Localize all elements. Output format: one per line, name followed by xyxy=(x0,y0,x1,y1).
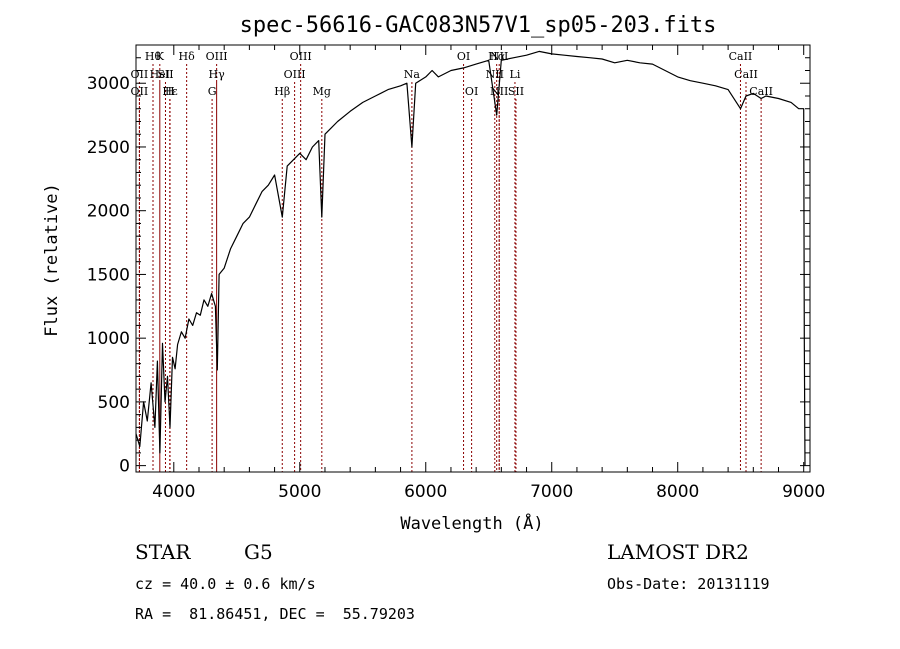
y-axis-label: Flux (relative) xyxy=(42,183,62,337)
marker-label: NII xyxy=(490,50,508,63)
marker-label: CaII xyxy=(749,85,773,98)
x-axis: 4000 5000 6000 7000 8000 9000 xyxy=(152,45,825,502)
x-tick-label: 7000 xyxy=(530,482,573,502)
marker-label: OI xyxy=(465,85,478,98)
marker-label: CaII xyxy=(734,68,758,81)
marker-label: Mg xyxy=(313,85,331,98)
x-axis-label: Wavelength (Å) xyxy=(400,512,543,534)
marker-label: Li xyxy=(510,68,521,81)
x-tick-label: 8000 xyxy=(656,482,699,502)
marker-label: SII xyxy=(157,68,173,81)
x-tick-label: 4000 xyxy=(152,482,195,502)
x-tick-label: 6000 xyxy=(404,482,447,502)
y-tick-label: 500 xyxy=(98,393,130,413)
y-tick-label: 1000 xyxy=(87,329,130,349)
object-class: STAR xyxy=(135,540,191,564)
y-tick-label: 1500 xyxy=(87,265,130,285)
marker-label: SII xyxy=(508,85,524,98)
marker-label: Hε xyxy=(162,85,178,98)
y-tick-label: 2000 xyxy=(87,202,130,222)
spectrum-series xyxy=(135,50,806,466)
y-tick-label: 2500 xyxy=(87,138,130,158)
spectrum-line xyxy=(135,50,806,466)
marker-label: Hγ xyxy=(209,68,226,81)
marker-label: K xyxy=(156,50,165,63)
x-tick-label: 9000 xyxy=(782,482,825,502)
spectral-subclass: G5 xyxy=(244,540,273,564)
marker-label: HeI xyxy=(150,68,170,81)
y-axis: 0 500 1000 1500 2000 2500 3000 xyxy=(87,57,810,477)
chart-title: spec-56616-GAC083N57V1_sp05-203.fits xyxy=(240,13,717,38)
marker-label: OIII xyxy=(290,50,312,63)
sky-coordinates: RA = 81.86451, DEC = 55.79203 xyxy=(135,605,415,623)
marker-label: NII xyxy=(486,68,504,81)
x-tick-label: 5000 xyxy=(278,482,321,502)
marker-label: OII xyxy=(131,85,149,98)
plot-frame xyxy=(135,44,811,473)
marker-label: OII xyxy=(131,68,149,81)
marker-label: CaII xyxy=(729,50,753,63)
y-tick-label: 3000 xyxy=(87,74,130,94)
marker-label: H xyxy=(165,85,175,98)
survey-name: LAMOST DR2 xyxy=(607,540,749,564)
marker-label: G xyxy=(208,85,217,98)
marker-label: Na xyxy=(404,68,421,81)
marker-label: OIII xyxy=(284,68,306,81)
marker-label: OIII xyxy=(206,50,228,63)
redshift-velocity: cz = 40.0 ± 0.6 km/s xyxy=(135,575,316,593)
marker-label: Hδ xyxy=(179,50,196,63)
y-tick-label: 0 xyxy=(119,457,130,477)
marker-label: Hθ xyxy=(145,50,162,63)
marker-label: OI xyxy=(457,50,470,63)
observation-date: Obs-Date: 20131119 xyxy=(607,575,770,593)
marker-label: Hβ xyxy=(274,85,290,98)
